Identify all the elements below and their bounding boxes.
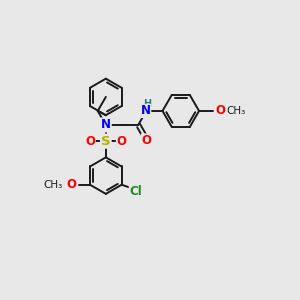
Text: O: O bbox=[116, 135, 126, 148]
Text: CH₃: CH₃ bbox=[226, 106, 245, 116]
Text: S: S bbox=[101, 135, 111, 148]
Text: CH₃: CH₃ bbox=[43, 180, 62, 190]
Text: Cl: Cl bbox=[129, 184, 142, 198]
Text: N: N bbox=[141, 104, 151, 117]
Text: O: O bbox=[141, 134, 151, 147]
Text: O: O bbox=[215, 104, 225, 117]
Text: N: N bbox=[101, 118, 111, 131]
Text: O: O bbox=[85, 135, 96, 148]
Text: H: H bbox=[143, 100, 151, 110]
Text: O: O bbox=[67, 178, 77, 191]
